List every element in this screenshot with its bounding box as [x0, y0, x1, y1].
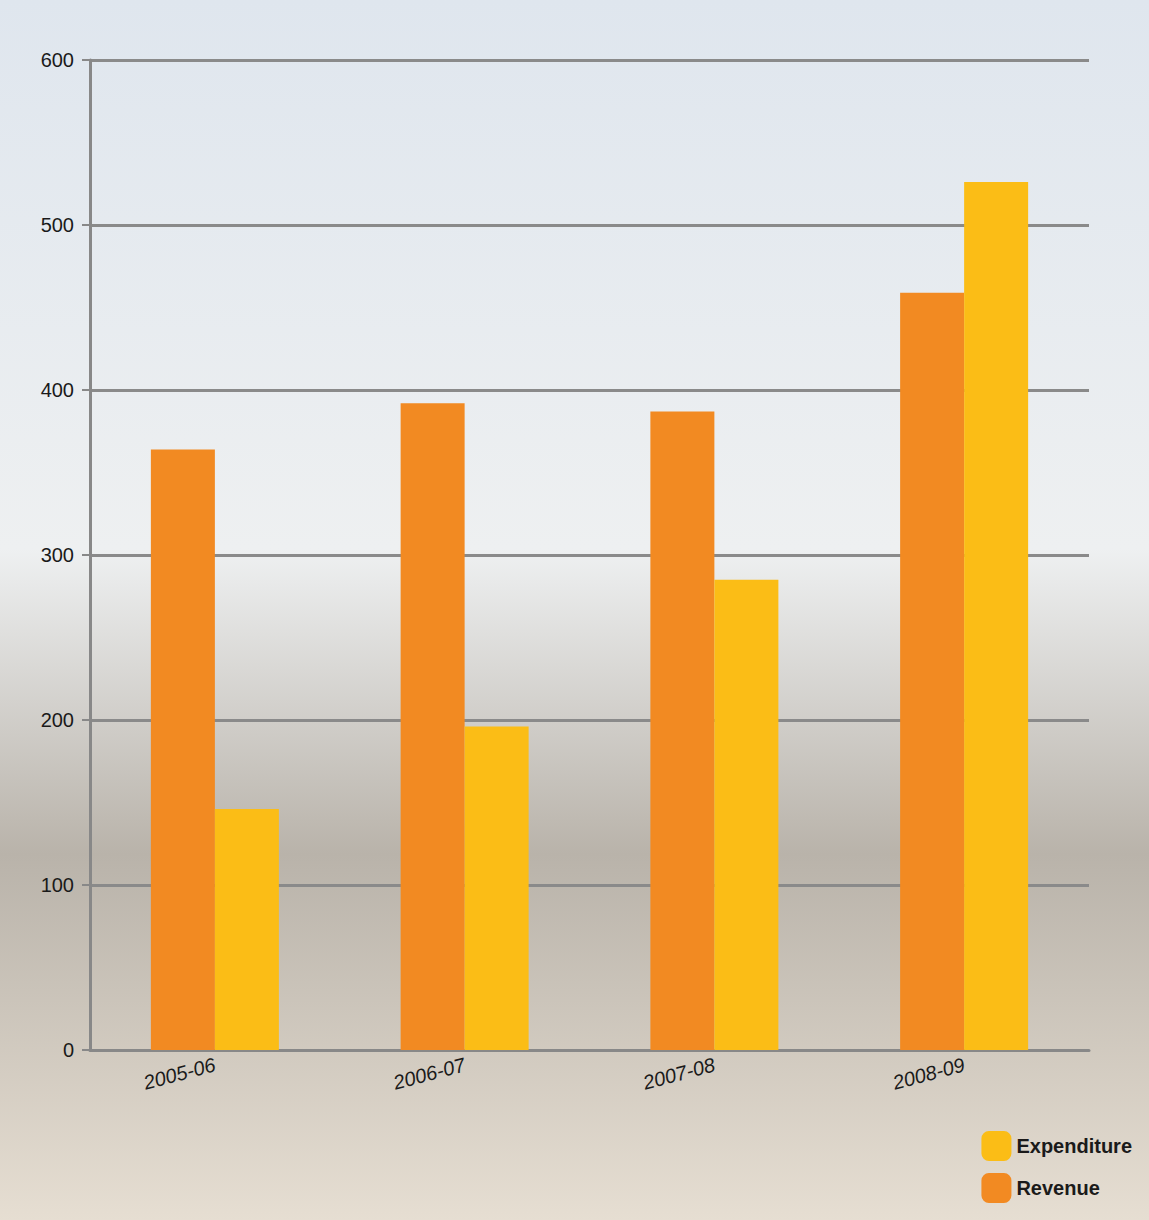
svg-text:0: 0	[63, 1039, 74, 1061]
svg-text:Expenditure: Expenditure	[1016, 1135, 1132, 1157]
svg-text:2005-06: 2005-06	[140, 1053, 218, 1094]
svg-text:2007-08: 2007-08	[640, 1053, 718, 1094]
svg-text:Revenue: Revenue	[1016, 1177, 1099, 1199]
svg-text:2006-07: 2006-07	[390, 1053, 468, 1094]
svg-text:400: 400	[41, 379, 74, 401]
svg-text:600: 600	[41, 49, 74, 71]
svg-text:300: 300	[41, 544, 74, 566]
svg-text:2008-09: 2008-09	[889, 1053, 967, 1094]
svg-text:200: 200	[41, 709, 74, 731]
svg-text:100: 100	[41, 874, 74, 896]
svg-text:500: 500	[41, 214, 74, 236]
